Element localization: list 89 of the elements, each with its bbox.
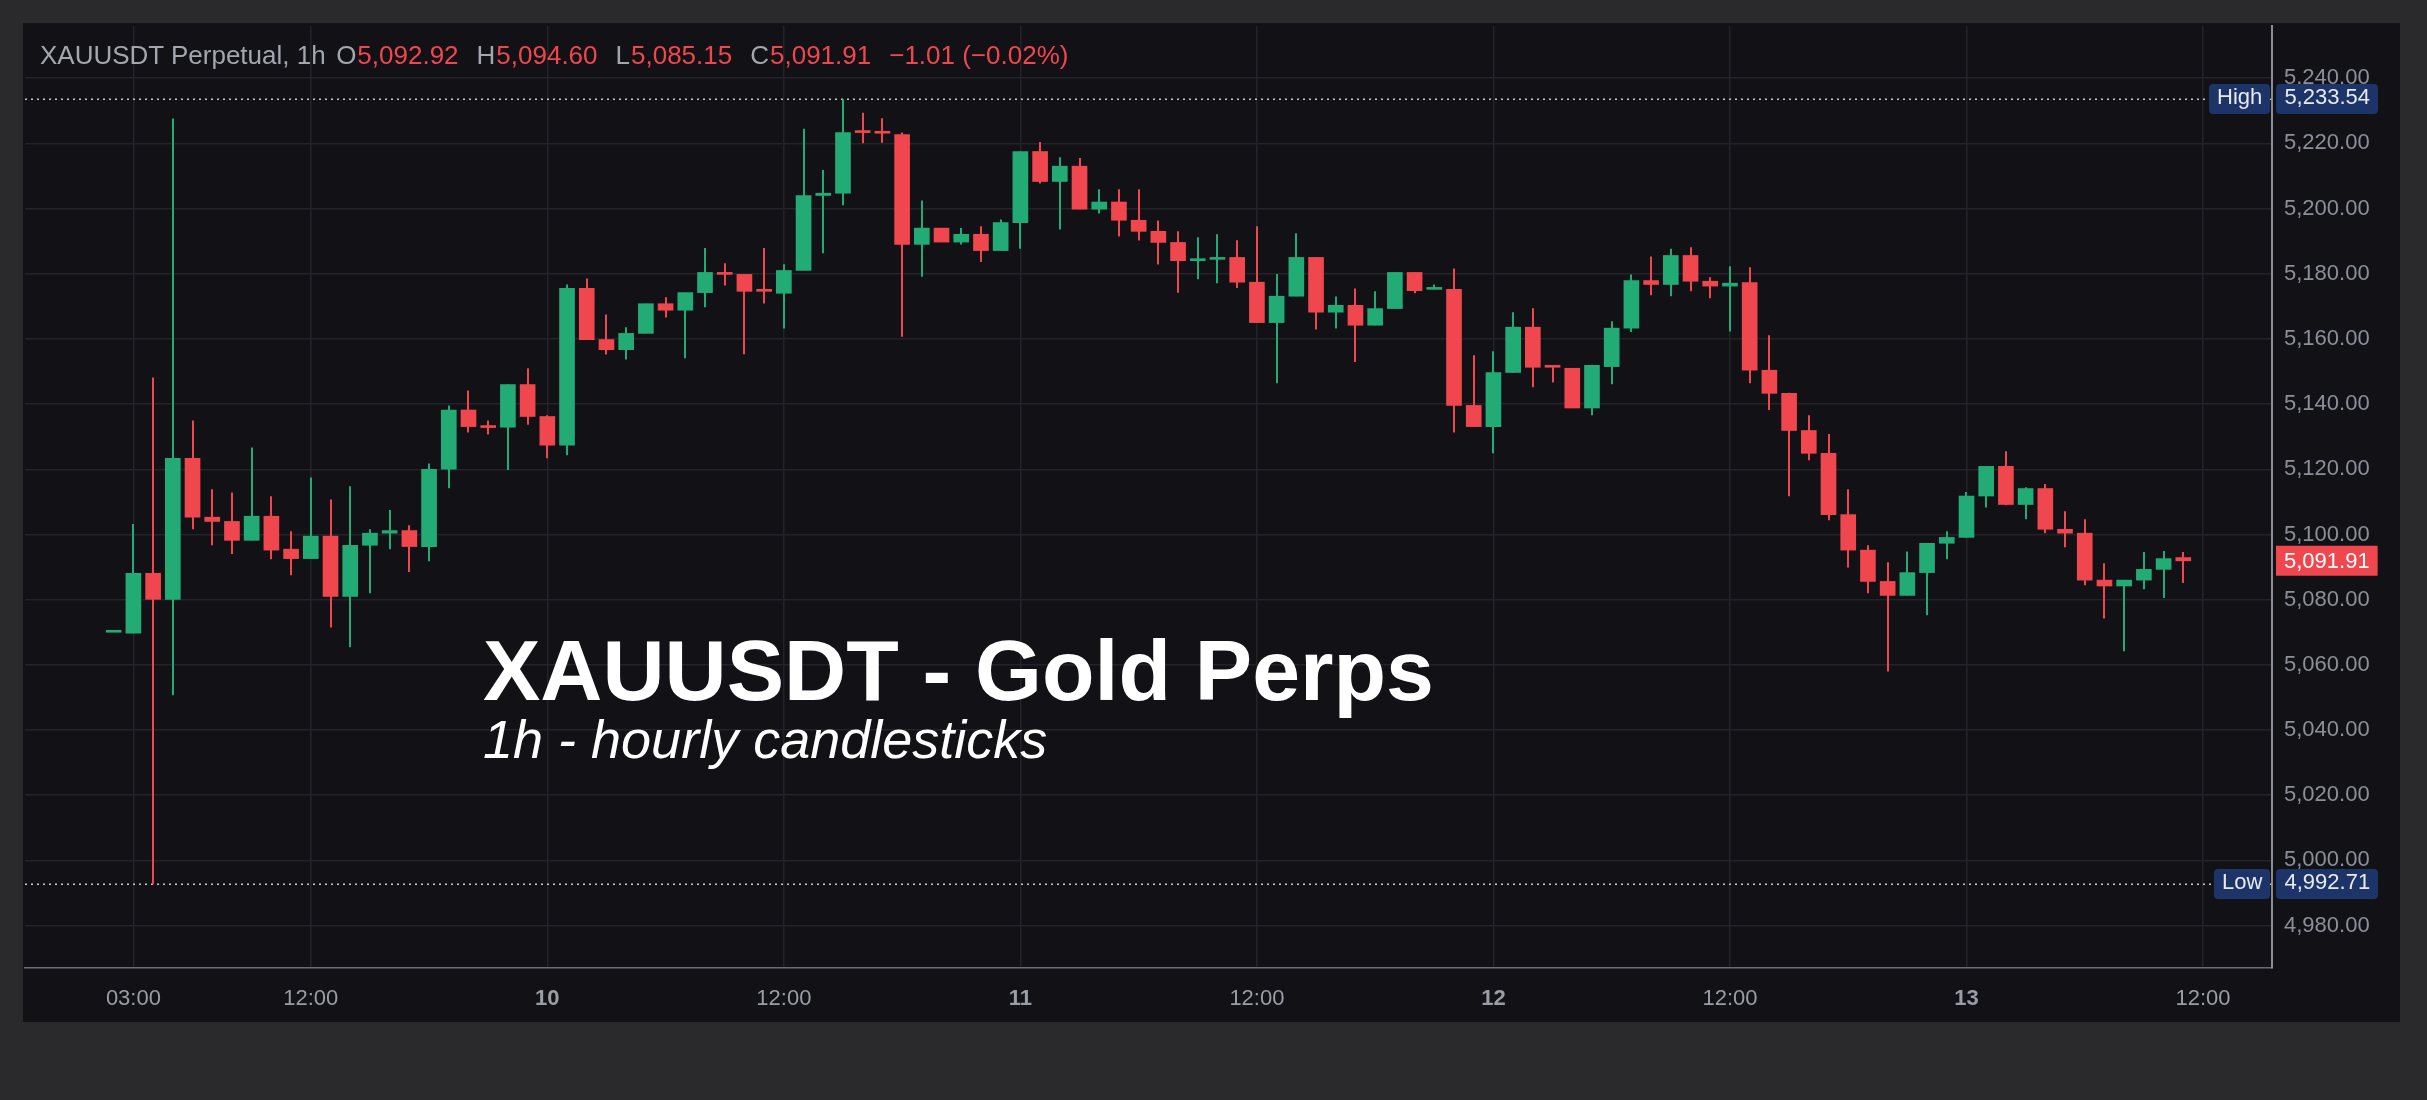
candlestick — [243, 446, 260, 542]
candlestick — [1091, 188, 1108, 215]
y-tick-label: 5,080.00 — [2284, 585, 2370, 611]
candlestick — [539, 414, 556, 460]
candlestick — [1426, 283, 1443, 291]
y-tick-label: 5,180.00 — [2284, 259, 2370, 285]
candlestick — [1505, 311, 1521, 374]
candlestick — [1643, 255, 1659, 297]
annotation: H5,094.60 — [476, 40, 598, 71]
candlestick — [2175, 551, 2192, 584]
text: 5,091.91 — [2284, 547, 2370, 573]
y-tick-label: 5,000.00 — [2284, 846, 2370, 872]
annotation: −1.01 (−0.02%) — [889, 40, 1069, 71]
candlestick — [874, 117, 891, 144]
x-tick-label: 12:00 — [283, 985, 339, 1011]
candlestick — [2037, 482, 2054, 535]
candlestick — [815, 169, 832, 255]
candlestick — [381, 509, 398, 551]
ref-line-label: Low 4,992.71 — [2221, 869, 2372, 897]
candlestick — [894, 131, 910, 338]
y-tick-label: 5,140.00 — [2284, 390, 2370, 416]
candlestick — [165, 117, 181, 697]
candlestick — [500, 383, 516, 471]
y-tick-label: 5,100.00 — [2284, 520, 2370, 546]
candlestick — [421, 462, 437, 563]
candlestick — [145, 376, 161, 886]
candlestick — [1998, 450, 2014, 507]
candlestick — [1367, 290, 1383, 327]
y-tick-label: 5,220.00 — [2284, 129, 2370, 155]
candlestick — [1525, 307, 1541, 389]
candlestick — [992, 218, 1009, 252]
y-tick-label: 5,160.00 — [2284, 324, 2370, 350]
candlestick — [1387, 271, 1403, 310]
candlestick — [697, 246, 713, 309]
x-tick-label: 12:00 — [1229, 985, 1285, 1011]
candlestick — [1446, 267, 1462, 434]
x-tick-label: 13 — [1954, 985, 1979, 1011]
candlestick — [559, 283, 575, 457]
x-tick-label: 12 — [1481, 985, 1506, 1011]
y-tick-label: 5,020.00 — [2284, 781, 2370, 807]
x-tick-label: 12:00 — [1702, 985, 1758, 1011]
x-tick-label: 03:00 — [105, 985, 161, 1011]
candlestick — [1170, 230, 1186, 294]
candlestick — [776, 263, 792, 330]
candlestick — [835, 98, 851, 207]
x-tick-label: 10 — [535, 985, 560, 1011]
candlestick — [2057, 510, 2073, 549]
candlestick — [1781, 391, 1797, 498]
y-tick-label: 5,200.00 — [2284, 194, 2370, 220]
candlestick — [1741, 266, 1758, 385]
candlestick — [1663, 247, 1679, 298]
candlestick — [1800, 414, 1817, 462]
candlestick — [756, 246, 772, 305]
y-tick-label: 5,040.00 — [2284, 716, 2370, 742]
y-tick-label: 5,060.00 — [2284, 650, 2370, 676]
candlestick — [1544, 364, 1561, 384]
candlestick — [1229, 239, 1246, 290]
candlestick — [224, 491, 240, 556]
y-tick-label: 4,980.00 — [2284, 911, 2370, 937]
candlestick — [716, 262, 733, 287]
candlestick — [362, 528, 378, 595]
candlestick — [1051, 156, 1068, 231]
candlestick — [638, 302, 654, 335]
candlestick — [1288, 232, 1305, 298]
y-tick-label: 5,120.00 — [2284, 455, 2370, 481]
candlestick — [1564, 367, 1581, 409]
candlestick — [1032, 141, 1048, 185]
candlestick — [480, 419, 497, 436]
x-tick-label: 11 — [1008, 985, 1033, 1011]
candlestick — [854, 111, 871, 145]
candlestick — [1327, 295, 1344, 330]
annotation: L5,085.15 — [615, 40, 733, 71]
candlestick — [342, 485, 359, 649]
candlestick — [1209, 233, 1226, 285]
candlestick — [1111, 188, 1127, 238]
candlestick — [1860, 544, 1876, 595]
candlestick — [578, 277, 595, 341]
candlestick — [1189, 236, 1206, 281]
candlestick — [1938, 530, 1955, 561]
x-tick-label: 12:00 — [2175, 985, 2231, 1011]
annotation: C5,091.91 — [750, 40, 872, 71]
candlestick — [1308, 256, 1324, 331]
candlestick — [204, 488, 221, 547]
annotation: XAUUSDT Perpetual, 1h — [40, 40, 326, 71]
x-tick-label: 12:00 — [756, 985, 812, 1011]
candlestick — [1465, 354, 1482, 428]
candlestick — [677, 291, 694, 360]
candlestick — [657, 296, 674, 319]
annotation: O5,092.92 — [336, 40, 459, 71]
